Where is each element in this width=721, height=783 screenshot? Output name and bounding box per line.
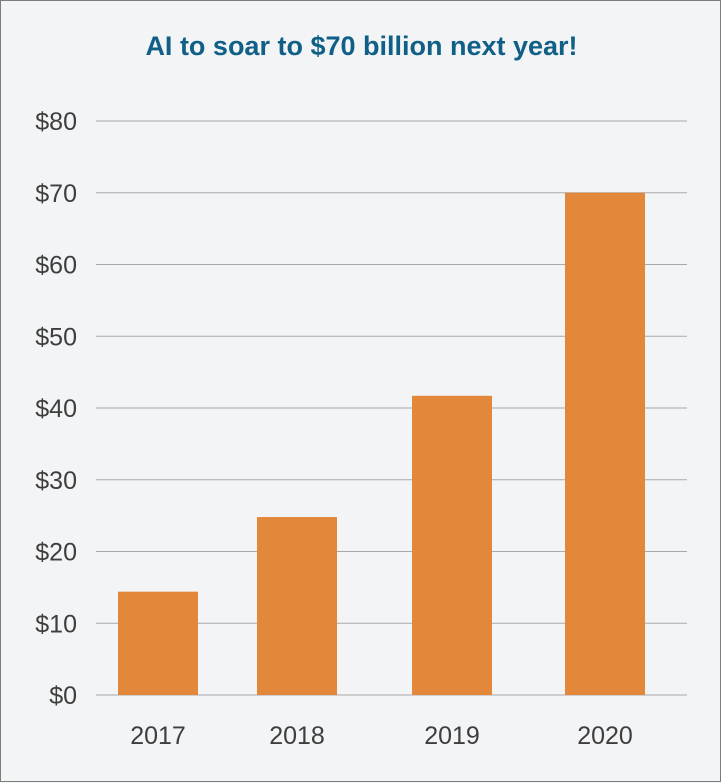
x-tick-labels: 2017 2018 2019 2020 bbox=[130, 722, 633, 750]
bar-2020 bbox=[565, 192, 645, 695]
y-tick-label: $60 bbox=[35, 252, 77, 280]
y-tick-label: $20 bbox=[35, 539, 77, 567]
x-tick-label: 2018 bbox=[269, 722, 325, 750]
y-tick-label: $50 bbox=[35, 323, 77, 351]
x-tick-label: 2019 bbox=[424, 722, 480, 750]
y-tick-label: $40 bbox=[35, 395, 77, 423]
y-tick-label: $80 bbox=[35, 108, 77, 136]
chart-title: AI to soar to $70 billion next year! bbox=[145, 31, 578, 61]
bars bbox=[118, 192, 645, 695]
bar-2017 bbox=[118, 591, 198, 695]
bar-2018 bbox=[257, 517, 337, 695]
x-tick-label: 2020 bbox=[577, 722, 633, 750]
y-tick-label: $0 bbox=[49, 682, 77, 710]
y-tick-label: $10 bbox=[35, 610, 77, 638]
bar-2019 bbox=[412, 395, 492, 695]
y-tick-labels: $0 $10 $20 $30 $40 $50 $60 $70 $80 bbox=[35, 108, 77, 710]
y-tick-label: $70 bbox=[35, 180, 77, 208]
x-tick-label: 2017 bbox=[130, 722, 186, 750]
y-tick-label: $30 bbox=[35, 467, 77, 495]
